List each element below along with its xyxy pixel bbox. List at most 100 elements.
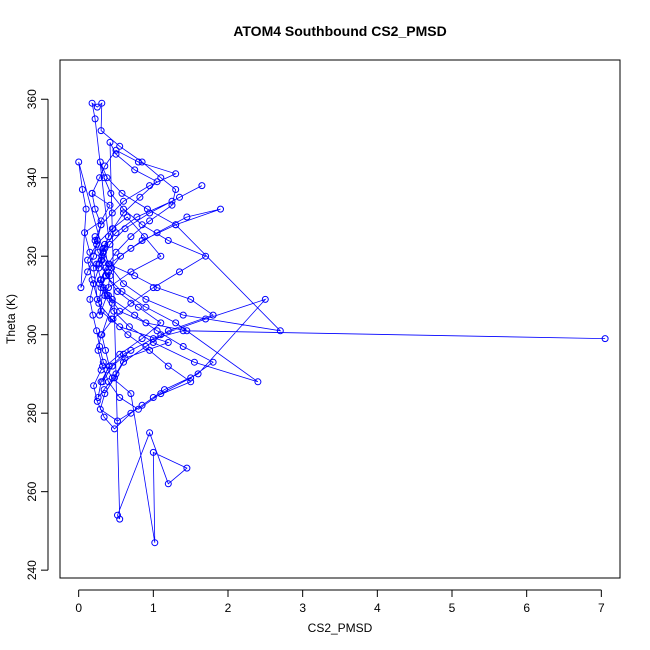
data-point — [157, 252, 165, 260]
data-point — [88, 99, 96, 107]
data-point — [120, 205, 127, 213]
data-point — [138, 221, 146, 229]
data-point — [109, 315, 117, 323]
data-point — [108, 362, 116, 370]
data-point — [116, 142, 124, 150]
data-point — [91, 205, 99, 213]
data-point — [121, 225, 129, 233]
data-point — [98, 252, 106, 260]
data-point — [101, 390, 109, 398]
data-point — [97, 307, 105, 315]
data-point — [176, 193, 183, 201]
data-point — [140, 233, 148, 241]
data-point — [93, 327, 101, 335]
data-point — [133, 213, 141, 221]
data-point — [194, 370, 202, 378]
data-point — [136, 193, 144, 201]
data-point — [112, 248, 120, 256]
data-point — [99, 358, 107, 366]
data-point — [96, 311, 104, 319]
data-point — [134, 405, 142, 413]
data-point — [134, 158, 142, 166]
data-point — [88, 189, 96, 197]
plot-frame — [59, 59, 621, 579]
data-point — [127, 409, 135, 417]
data-point — [172, 319, 180, 327]
x-tick-label: 3 — [299, 601, 306, 615]
data-point — [157, 331, 165, 339]
data-point — [127, 244, 135, 252]
data-point — [138, 158, 146, 166]
data-point — [110, 307, 118, 315]
data-point — [124, 331, 132, 339]
data-point — [149, 448, 157, 456]
data-point — [106, 138, 114, 146]
data-point — [86, 248, 94, 256]
x-axis: 0 1 2 3 4 5 6 7 — [75, 589, 605, 615]
data-point — [217, 205, 224, 213]
data-point — [105, 378, 112, 386]
x-tick-label: 5 — [449, 601, 456, 615]
data-point — [111, 374, 118, 382]
data-point — [116, 394, 124, 401]
data-point — [96, 276, 104, 284]
data-point — [97, 331, 105, 339]
data-point — [97, 366, 105, 374]
data-point — [95, 299, 103, 307]
data-point — [149, 284, 157, 292]
data-point — [198, 182, 206, 190]
data-point — [123, 213, 131, 221]
data-point — [97, 221, 105, 229]
x-tick-label: 1 — [150, 601, 157, 615]
data-point — [146, 429, 154, 437]
data-point — [164, 237, 172, 244]
data-point — [91, 237, 99, 244]
data-point — [86, 295, 94, 303]
data-point — [164, 362, 172, 370]
data-point — [127, 346, 135, 354]
data-point — [112, 370, 120, 378]
data-point — [114, 288, 121, 295]
data-point — [105, 233, 112, 241]
data-point — [168, 197, 176, 205]
data-point — [157, 390, 165, 398]
data-point — [106, 272, 114, 280]
data-point — [168, 201, 176, 209]
y-tick-label: 320 — [25, 246, 39, 266]
data-point — [81, 229, 89, 237]
data-point — [179, 327, 187, 335]
data-point — [99, 362, 107, 370]
data-point — [117, 252, 124, 260]
data-point — [157, 319, 165, 327]
data-point — [153, 327, 161, 335]
data-point — [90, 252, 98, 260]
data-point — [97, 217, 105, 225]
data-point — [146, 346, 154, 354]
data-point — [102, 346, 109, 354]
data-point — [138, 401, 146, 409]
data-point — [118, 288, 126, 295]
data-point — [183, 327, 191, 335]
data-point — [131, 166, 139, 174]
data-point — [146, 182, 154, 190]
data-point — [93, 397, 101, 405]
data-point — [187, 378, 195, 386]
data-point — [202, 252, 210, 260]
data-point — [153, 284, 161, 292]
data-point — [164, 480, 172, 488]
y-tick-label: 340 — [25, 167, 39, 187]
x-axis-label: CS2_PMSD — [308, 621, 373, 635]
data-point — [99, 244, 107, 252]
data-point — [97, 284, 105, 292]
data-point — [179, 311, 187, 319]
data-point — [142, 343, 150, 350]
data-point — [84, 268, 92, 276]
data-point — [146, 217, 154, 225]
data-point — [78, 186, 86, 193]
data-point — [108, 264, 115, 272]
data-point — [100, 413, 108, 421]
data-point — [95, 264, 103, 272]
data-point — [149, 394, 157, 401]
data-point — [176, 268, 183, 276]
